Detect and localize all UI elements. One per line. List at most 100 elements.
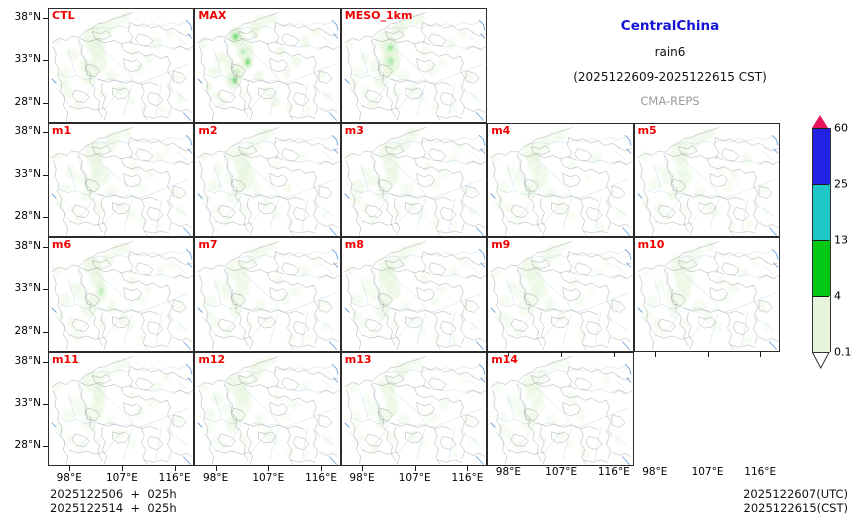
x-axis-tick-mark xyxy=(613,351,615,357)
footer-init-time-1: 2025122506 + 025h xyxy=(50,487,177,501)
panel-label: m5 xyxy=(637,123,657,137)
footer-valid-cst: 2025122615(CST) xyxy=(743,501,849,515)
y-axis-tick-mark xyxy=(43,174,48,176)
panel-label: m6 xyxy=(52,238,72,252)
map-panel-m7: m7 xyxy=(194,237,341,352)
map-panel-m9: m9 xyxy=(487,237,634,352)
footer-init-time-2: 2025122514 + 025h xyxy=(50,501,177,515)
model-name: CMA-REPS xyxy=(640,94,700,108)
x-axis-tick-mark xyxy=(467,466,469,472)
map-panel-ctl: CTL xyxy=(48,8,195,123)
x-axis-tick-mark xyxy=(69,466,71,472)
colorbar-divider xyxy=(812,240,829,241)
map-panel-m6: m6 xyxy=(48,237,195,352)
x-axis-tick-mark xyxy=(268,466,270,472)
y-axis-tick-mark xyxy=(43,132,48,134)
x-axis-tick-label: 116°E xyxy=(451,472,484,485)
x-axis-tick-label: 98°E xyxy=(349,472,375,485)
map-panel-m12: m12 xyxy=(194,351,341,467)
colorbar-under-arrow-outline xyxy=(812,352,830,369)
y-axis-tick-label: 28°N xyxy=(14,439,41,452)
x-axis-tick-label: 98°E xyxy=(495,466,522,478)
colorbar: 60 25 13 4 0.1 xyxy=(812,115,858,378)
x-axis-tick-mark xyxy=(561,351,563,357)
colorbar-divider xyxy=(812,296,829,297)
x-axis-tick-label: 107°E xyxy=(252,472,285,485)
map-panel-m11: m11 xyxy=(48,351,195,467)
colorbar-tick-label: 25 xyxy=(834,177,848,191)
x-axis-tick-mark xyxy=(760,351,762,357)
y-axis-tick-mark xyxy=(43,246,48,248)
panel-label: MAX xyxy=(198,9,227,22)
map-panel-m14: m14 xyxy=(487,351,634,467)
x-axis-tick-mark xyxy=(508,351,510,357)
map-panel-max: MAX xyxy=(194,8,341,123)
y-axis-tick-label: 28°N xyxy=(14,210,41,223)
panel-label: m1 xyxy=(52,123,72,137)
x-axis-tick-label: 116°E xyxy=(158,472,191,485)
panel-label: MESO_1km xyxy=(344,9,413,22)
x-axis-tick-mark xyxy=(174,466,176,472)
colorbar-over-arrow xyxy=(812,115,828,128)
panel-label: m14 xyxy=(491,352,518,366)
x-axis-tick-mark xyxy=(321,466,323,472)
colorbar-divider xyxy=(812,184,829,185)
colorbar-tick-label: 13 xyxy=(834,233,848,247)
map-panel-m10: m10 xyxy=(633,237,780,352)
panel-label: m13 xyxy=(344,352,372,366)
x-axis-tick-label: 98°E xyxy=(56,472,82,485)
panel-label: CTL xyxy=(52,9,75,22)
colorbar-tick-label: 60 xyxy=(834,121,848,135)
x-axis-tick-mark xyxy=(707,351,709,357)
panel-label: m4 xyxy=(491,123,511,137)
map-panel-m3: m3 xyxy=(340,122,488,238)
y-axis-tick-label: 38°N xyxy=(14,10,41,23)
panel-label: m7 xyxy=(198,238,218,252)
x-axis-tick-label: 116°E xyxy=(305,472,337,485)
panel-label: m8 xyxy=(344,238,364,252)
panel-label: m9 xyxy=(491,238,511,252)
y-axis-tick-mark xyxy=(43,60,48,62)
y-axis-tick-mark xyxy=(43,217,48,219)
x-axis-tick-mark xyxy=(215,466,217,472)
panel-label: m10 xyxy=(637,238,665,252)
y-axis-tick-label: 33°N xyxy=(14,282,41,295)
title-block: CentralChina rain6 (2025122609-202512261… xyxy=(505,18,835,108)
y-axis-tick-mark xyxy=(43,331,48,333)
map-panel-m4: m4 xyxy=(487,122,634,238)
map-panel-meso_1km: MESO_1km xyxy=(340,8,488,123)
colorbar-tick-label: 4 xyxy=(834,289,841,303)
map-panel-m5: m5 xyxy=(633,122,780,238)
x-axis-tick-label: 107°E xyxy=(691,466,724,478)
y-axis-tick-mark xyxy=(43,17,48,19)
x-axis-tick-mark xyxy=(414,466,416,472)
x-axis-tick-label: 98°E xyxy=(203,472,229,485)
forecast-period: (2025122609-2025122615 CST) xyxy=(573,70,767,84)
y-axis-tick-mark xyxy=(43,361,48,363)
colorbar-band xyxy=(812,240,831,296)
y-axis-tick-label: 38°N xyxy=(14,125,41,138)
x-axis-tick-mark xyxy=(654,351,656,357)
map-panel-m8: m8 xyxy=(340,237,488,352)
panel-label: m12 xyxy=(198,352,226,366)
map-panel-m13: m13 xyxy=(340,351,488,467)
y-axis-tick-mark xyxy=(43,102,48,104)
x-axis-tick-label: 116°E xyxy=(597,466,630,478)
panel-label: m11 xyxy=(52,352,79,366)
y-axis-tick-label: 28°N xyxy=(14,95,41,108)
colorbar-tick-label: 0.1 xyxy=(834,345,852,359)
y-axis-tick-label: 33°N xyxy=(14,396,41,409)
panel-label: m3 xyxy=(344,123,364,137)
panel-label: m2 xyxy=(198,123,218,137)
colorbar-divider xyxy=(812,128,829,129)
map-panel-m2: m2 xyxy=(194,122,341,238)
map-panel-m1: m1 xyxy=(48,122,195,238)
footer-valid-utc: 2025122607(UTC) xyxy=(743,487,848,501)
y-axis-tick-label: 33°N xyxy=(14,167,41,180)
x-axis-tick-label: 116°E xyxy=(744,466,777,478)
colorbar-band xyxy=(812,184,831,240)
x-axis-tick-label: 107°E xyxy=(105,472,138,485)
x-axis-tick-mark xyxy=(121,466,123,472)
y-axis-tick-label: 38°N xyxy=(14,239,41,252)
x-axis-tick-mark xyxy=(362,466,364,472)
